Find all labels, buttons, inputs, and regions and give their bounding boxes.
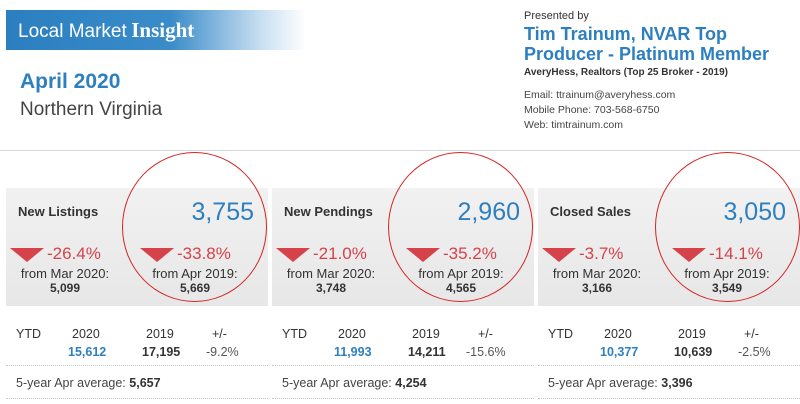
annotation-circle: [122, 152, 267, 302]
agent-website[interactable]: Web: timtrainum.com: [524, 119, 623, 131]
ytd-change: -2.5%: [738, 345, 771, 359]
ytd-table: YTD 2020 2019 +/- 10,377 10,639 -2.5%: [538, 326, 800, 366]
five-year-average: 5-year Apr average: 4,254: [282, 376, 427, 390]
avg-label: 5-year Apr average:: [548, 376, 658, 390]
avg-value: 4,254: [395, 376, 427, 390]
ytd-year-prior: 2019: [412, 327, 440, 341]
stat-label: New Listings: [18, 204, 99, 219]
down-arrow-icon: [542, 248, 576, 262]
ytd-change-label: +/-: [744, 327, 759, 341]
avg-value: 3,396: [661, 376, 693, 390]
avg-label: 5-year Apr average:: [282, 376, 392, 390]
ytd-value-current: 15,612: [68, 345, 107, 359]
mom-label: from Mar 2020:: [286, 266, 376, 281]
stat-label: Closed Sales: [550, 204, 631, 219]
down-arrow-icon: [10, 248, 44, 262]
avg-label: 5-year Apr average:: [16, 376, 126, 390]
mom-value: 3,166: [581, 281, 613, 295]
ytd-value-prior: 17,195: [142, 345, 181, 359]
ytd-value-current: 10,377: [600, 345, 639, 359]
broker-name: AveryHess, Realtors (Top 25 Broker - 201…: [524, 67, 728, 78]
mom-percent: -26.4%: [47, 244, 101, 263]
agent-email[interactable]: Email: ttrainum@averyhess.com: [524, 89, 676, 101]
report-region: Northern Virginia: [20, 99, 163, 120]
report-month: April 2020: [20, 70, 121, 93]
ytd-label: YTD: [16, 327, 41, 341]
card-bottom-divider: [538, 398, 800, 399]
ytd-year-prior: 2019: [146, 327, 174, 341]
agent-name: Tim Trainum, NVAR Top Producer - Platinu…: [524, 24, 770, 64]
five-year-average: 5-year Apr average: 3,396: [548, 376, 693, 390]
presented-by-label: Presented by: [524, 10, 589, 22]
ytd-table: YTD 2020 2019 +/- 15,612 17,195 -9.2%: [6, 326, 268, 366]
stat-label: New Pendings: [284, 204, 373, 219]
banner-title-bold: Insight: [131, 18, 195, 42]
down-arrow-icon: [276, 248, 310, 262]
mom-label: from Mar 2020:: [552, 266, 642, 281]
mom-value: 3,748: [315, 281, 347, 295]
ytd-value-prior: 10,639: [674, 345, 713, 359]
mom-percent: -21.0%: [313, 244, 367, 263]
ytd-value-prior: 14,211: [408, 345, 446, 359]
ytd-year-current: 2020: [338, 327, 366, 341]
avg-value: 5,657: [129, 376, 161, 390]
card-bottom-divider: [6, 398, 268, 399]
mom-value: 5,099: [49, 281, 81, 295]
ytd-year-current: 2020: [604, 327, 632, 341]
ytd-change: -9.2%: [206, 345, 239, 359]
ytd-change-label: +/-: [478, 327, 493, 341]
ytd-table: YTD 2020 2019 +/- 11,993 14,211 -15.6%: [272, 326, 534, 366]
ytd-year-prior: 2019: [678, 327, 706, 341]
ytd-value-current: 11,993: [334, 345, 372, 359]
five-year-average: 5-year Apr average: 5,657: [16, 376, 161, 390]
header-divider: [0, 150, 800, 151]
banner-title-light: Local Market: [18, 21, 127, 42]
mom-percent: -3.7%: [579, 244, 624, 263]
ytd-change-label: +/-: [212, 327, 227, 341]
mom-change: -21.0% from Mar 2020: 3,748: [276, 244, 401, 304]
ytd-label: YTD: [282, 327, 307, 341]
ytd-change: -15.6%: [466, 345, 506, 359]
mom-change: -3.7% from Mar 2020: 3,166: [542, 244, 667, 304]
annotation-circle: [388, 152, 533, 302]
agent-phone[interactable]: Mobile Phone: 703-568-6750: [524, 104, 660, 116]
annotation-circle: [655, 152, 800, 302]
ytd-label: YTD: [548, 327, 573, 341]
ytd-year-current: 2020: [72, 327, 100, 341]
presenter-block: Presented by Tim Trainum, NVAR Top Produ…: [524, 10, 796, 133]
mom-change: -26.4% from Mar 2020: 5,099: [10, 244, 135, 304]
card-bottom-divider: [272, 398, 534, 399]
report-banner: Local Market Insight: [6, 10, 306, 50]
mom-label: from Mar 2020:: [20, 266, 110, 281]
